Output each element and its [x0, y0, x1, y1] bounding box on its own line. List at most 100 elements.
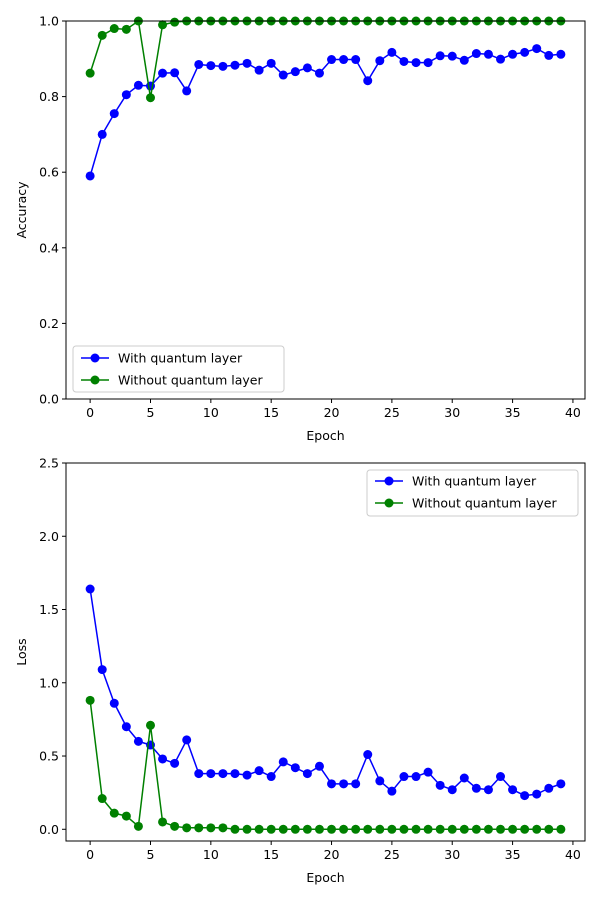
accuracy-point-with-quantum	[532, 44, 542, 54]
loss-point-with-quantum	[242, 770, 252, 780]
accuracy-point-with-quantum	[327, 55, 337, 65]
loss-legend-label-with-quantum: With quantum layer	[412, 474, 537, 489]
loss-point-with-quantum	[133, 736, 143, 746]
loss-point-without-quantum	[230, 824, 240, 834]
accuracy-point-with-quantum	[133, 80, 143, 90]
loss-point-with-quantum	[266, 772, 276, 782]
accuracy-point-with-quantum	[302, 63, 312, 73]
accuracy-ticks-layer: 0 5 10 15 20 25 30 35 40 0.0 0.2 0.4 0.6 0.8 1.0	[39, 14, 581, 421]
accuracy-point-with-quantum	[206, 61, 216, 71]
accuracy-point-without-quantum	[158, 20, 168, 30]
accuracy-point-with-quantum	[411, 58, 421, 68]
accuracy-x-tick-label: 30	[444, 405, 460, 420]
loss-axes-frame	[65, 462, 586, 842]
loss-point-with-quantum	[158, 754, 168, 764]
loss-point-without-quantum	[182, 823, 192, 833]
accuracy-point-with-quantum	[339, 55, 349, 65]
loss-series-layer	[85, 584, 566, 834]
loss-y-tick-label: 2.5	[39, 456, 59, 471]
loss-point-with-quantum	[459, 773, 469, 783]
loss-point-with-quantum	[230, 769, 240, 779]
accuracy-point-without-quantum	[145, 93, 155, 103]
accuracy-point-with-quantum	[170, 68, 180, 78]
accuracy-point-with-quantum	[508, 49, 518, 59]
loss-point-with-quantum	[496, 772, 506, 782]
loss-point-with-quantum	[97, 665, 107, 675]
accuracy-point-with-quantum	[194, 59, 204, 69]
loss-point-without-quantum	[544, 824, 554, 834]
loss-point-with-quantum	[483, 785, 493, 795]
loss-point-with-quantum	[121, 722, 131, 732]
accuracy-point-with-quantum	[278, 70, 288, 80]
accuracy-legend-box	[72, 345, 285, 393]
loss-point-with-quantum	[532, 789, 542, 799]
loss-point-without-quantum	[97, 794, 107, 804]
accuracy-x-tick-label: 10	[203, 405, 219, 420]
loss-point-without-quantum	[170, 821, 180, 831]
loss-point-with-quantum	[290, 763, 300, 773]
loss-point-without-quantum	[375, 824, 385, 834]
accuracy-legend-marker-with-quantum	[90, 353, 100, 363]
loss-point-with-quantum	[218, 769, 228, 779]
accuracy-legend-label-without-quantum: Without quantum layer	[118, 373, 263, 388]
accuracy-x-tick-label: 5	[147, 405, 155, 420]
loss-x-tick-label: 20	[324, 847, 340, 862]
loss-x-tick-label: 5	[147, 847, 155, 862]
loss-point-with-quantum	[435, 780, 445, 790]
loss-point-with-quantum	[387, 786, 397, 796]
accuracy-point-with-quantum	[423, 58, 433, 68]
loss-point-with-quantum	[302, 769, 312, 779]
loss-point-with-quantum	[399, 772, 409, 782]
loss-point-with-quantum	[508, 785, 518, 795]
loss-point-with-quantum	[375, 776, 385, 786]
accuracy-point-with-quantum	[121, 90, 131, 100]
accuracy-point-with-quantum	[242, 58, 252, 68]
loss-point-with-quantum	[278, 757, 288, 767]
loss-chart: 0 5 10 15 20 25 30 35 40 0.0 0.5 1.0 1.5 2.0 2.5 Epoch…	[14, 456, 586, 885]
loss-x-tick-label: 35	[505, 847, 521, 862]
loss-point-without-quantum	[121, 811, 131, 821]
loss-point-without-quantum	[387, 824, 397, 834]
loss-point-without-quantum	[278, 824, 288, 834]
accuracy-point-with-quantum	[290, 67, 300, 77]
loss-point-without-quantum	[339, 824, 349, 834]
loss-point-without-quantum	[435, 824, 445, 834]
loss-series-line-without-quantum	[89, 700, 561, 831]
accuracy-y-axis-label: Accuracy	[14, 181, 29, 239]
accuracy-legend: With quantum layer Without quantum layer	[72, 345, 285, 393]
accuracy-point-with-quantum	[158, 68, 168, 78]
loss-x-axis-label: Epoch	[306, 870, 344, 885]
loss-point-without-quantum	[109, 808, 119, 818]
loss-x-tick-label: 25	[384, 847, 400, 862]
loss-point-with-quantum	[194, 769, 204, 779]
loss-y-tick-label: 0.0	[39, 822, 59, 837]
accuracy-series-line-with-quantum	[89, 47, 561, 177]
accuracy-point-with-quantum	[556, 49, 566, 59]
accuracy-x-tick-label: 15	[263, 405, 279, 420]
loss-point-without-quantum	[290, 824, 300, 834]
accuracy-point-with-quantum	[97, 129, 107, 139]
loss-y-tick-label: 0.5	[39, 749, 59, 764]
loss-point-without-quantum	[363, 824, 373, 834]
loss-y-tick-label: 1.5	[39, 602, 59, 617]
loss-legend-marker-with-quantum	[384, 476, 394, 486]
accuracy-point-with-quantum	[375, 56, 385, 66]
accuracy-y-tick-label: 0.6	[39, 165, 59, 180]
accuracy-point-with-quantum	[544, 50, 554, 60]
loss-x-tick-label: 15	[263, 847, 279, 862]
accuracy-x-tick-label: 40	[565, 405, 581, 420]
loss-point-with-quantum	[170, 758, 180, 768]
accuracy-x-tick-label: 25	[384, 405, 400, 420]
loss-point-with-quantum	[447, 785, 457, 795]
accuracy-point-with-quantum	[109, 109, 119, 119]
accuracy-x-axis-label: Epoch	[306, 428, 344, 443]
loss-point-with-quantum	[327, 779, 337, 789]
loss-legend-label-without-quantum: Without quantum layer	[412, 496, 557, 511]
accuracy-point-without-quantum	[121, 24, 131, 34]
loss-point-without-quantum	[483, 824, 493, 834]
loss-point-without-quantum	[218, 823, 228, 833]
loss-point-without-quantum	[496, 824, 506, 834]
accuracy-point-with-quantum	[351, 55, 361, 65]
loss-point-with-quantum	[423, 767, 433, 777]
